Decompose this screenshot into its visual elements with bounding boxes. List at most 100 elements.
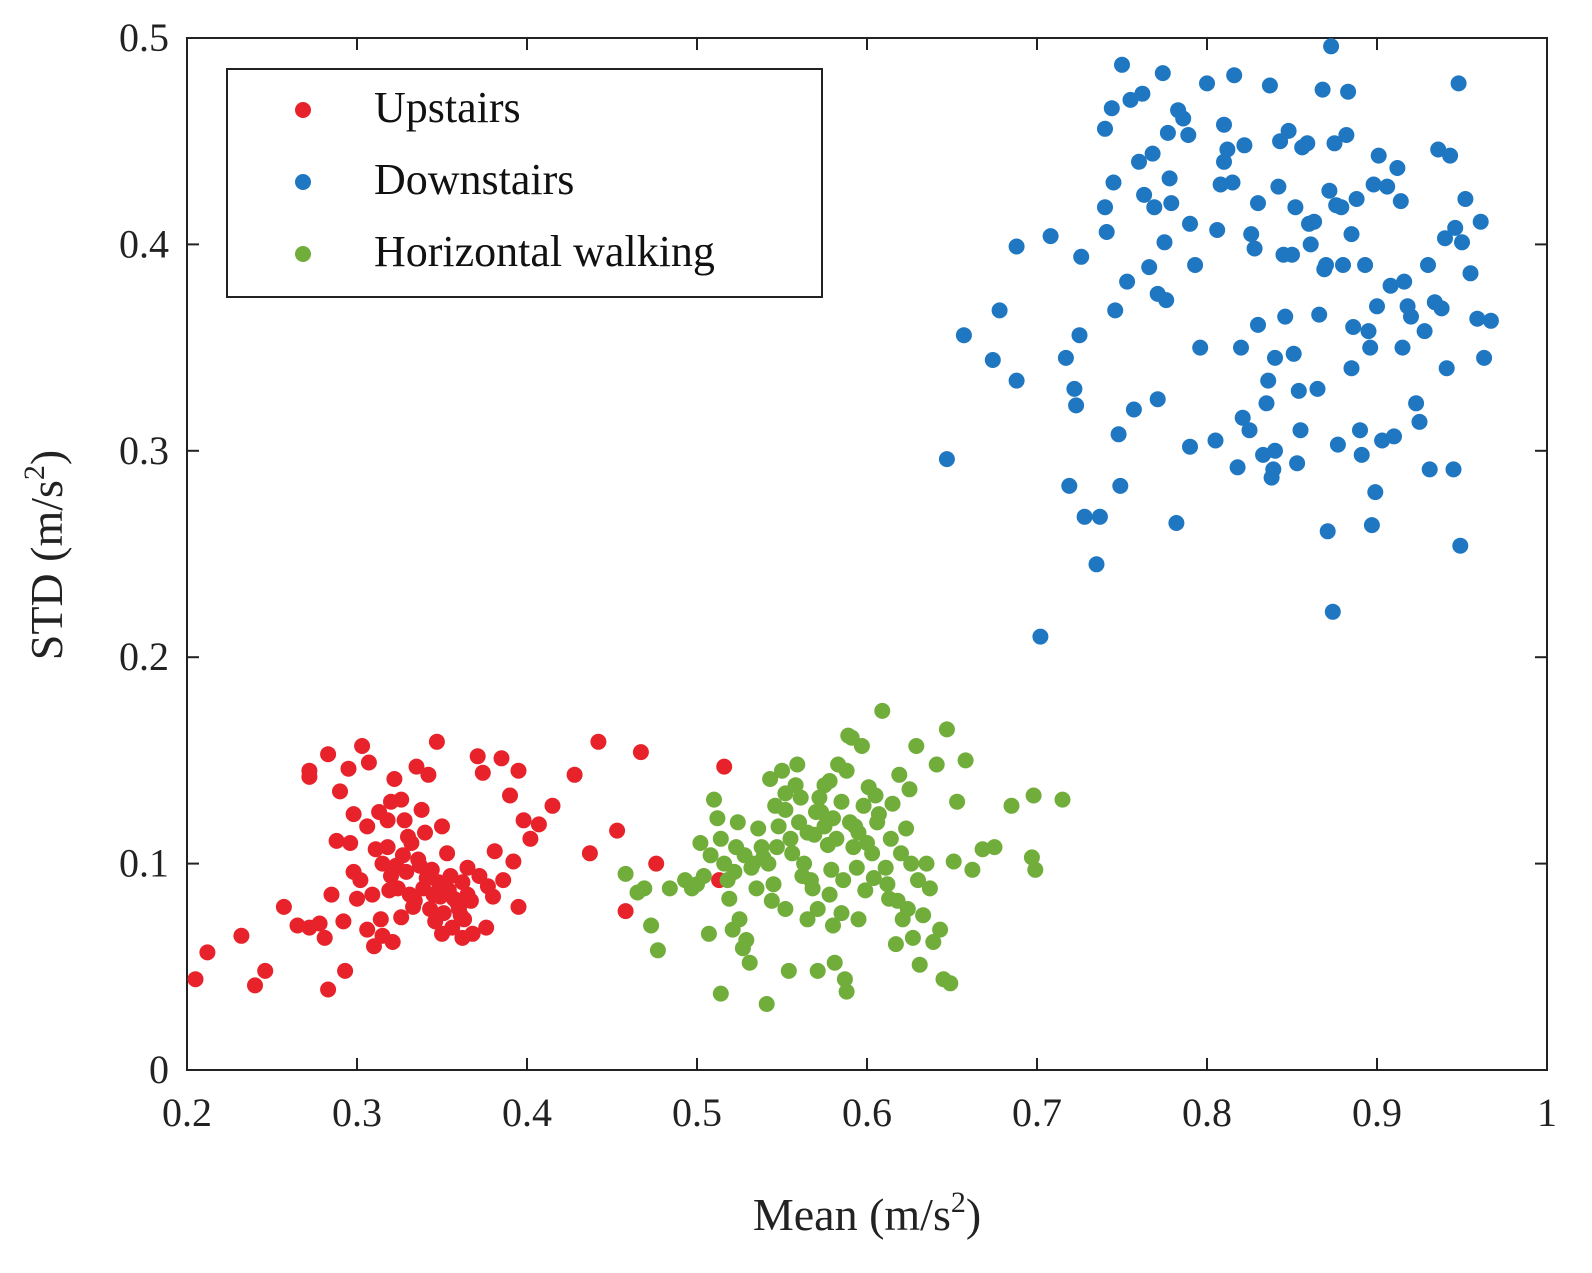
point-upstairs	[316, 929, 333, 946]
point-horizontal-walking	[823, 861, 840, 878]
point-downstairs	[1353, 446, 1370, 463]
point-downstairs	[1136, 186, 1153, 203]
point-downstairs	[1452, 537, 1469, 554]
point-horizontal-walking	[643, 917, 660, 934]
point-horizontal-walking	[712, 830, 729, 847]
point-upstairs	[434, 925, 450, 942]
point-upstairs	[479, 878, 496, 895]
y-tick-label: 0.5	[119, 15, 169, 60]
point-upstairs	[434, 818, 450, 835]
point-horizontal-walking	[932, 921, 949, 938]
point-horizontal-walking	[855, 797, 872, 814]
point-upstairs	[413, 801, 430, 818]
point-upstairs	[403, 835, 420, 851]
series-upstairs	[187, 733, 733, 998]
point-downstairs	[1216, 153, 1232, 170]
point-upstairs	[257, 962, 274, 979]
point-downstairs	[1362, 339, 1379, 356]
point-downstairs	[1224, 174, 1241, 191]
point-downstairs	[1250, 195, 1266, 212]
point-downstairs	[1421, 461, 1438, 478]
point-downstairs	[1311, 306, 1328, 323]
point-upstairs	[617, 903, 634, 920]
point-downstairs	[1321, 182, 1338, 199]
legend-box	[226, 68, 823, 298]
point-horizontal-walking	[857, 882, 874, 899]
point-horizontal-walking	[808, 804, 824, 820]
point-upstairs	[332, 783, 348, 800]
legend-label-upstairs: Upstairs	[374, 83, 521, 132]
point-downstairs	[1207, 432, 1224, 449]
point-downstairs	[1360, 323, 1377, 340]
point-downstairs	[1416, 323, 1433, 340]
point-horizontal-walking	[828, 830, 845, 847]
point-horizontal-walking	[617, 865, 634, 882]
point-downstairs	[1122, 91, 1139, 108]
point-downstairs	[1119, 273, 1136, 290]
point-horizontal-walking	[945, 853, 962, 870]
point-horizontal-walking	[768, 839, 785, 856]
point-downstairs	[1199, 75, 1215, 92]
legend-marker-horizontal-walking	[295, 246, 311, 262]
point-upstairs	[199, 944, 216, 961]
point-downstairs	[1450, 75, 1467, 92]
y-tick-label: 0.3	[119, 428, 169, 473]
point-downstairs	[1301, 215, 1317, 232]
y-tick-label: 0.1	[119, 841, 169, 886]
point-downstairs	[1457, 191, 1474, 207]
point-upstairs	[478, 919, 495, 936]
point-downstairs	[1154, 65, 1171, 82]
point-downstairs	[1134, 85, 1151, 102]
point-downstairs	[1161, 170, 1178, 187]
point-downstairs	[1156, 234, 1173, 251]
point-downstairs	[991, 302, 1008, 319]
point-downstairs	[1141, 259, 1158, 276]
point-downstairs	[1182, 215, 1198, 232]
point-horizontal-walking	[833, 793, 850, 810]
point-horizontal-walking	[738, 932, 755, 948]
point-horizontal-walking	[731, 911, 748, 928]
point-horizontal-walking	[792, 789, 809, 806]
point-horizontal-walking	[957, 752, 974, 769]
x-tick-label: 0.4	[502, 1090, 552, 1135]
point-upstairs	[301, 768, 318, 785]
point-upstairs	[505, 853, 522, 870]
point-downstairs	[1008, 372, 1025, 389]
point-downstairs	[1370, 147, 1387, 164]
x-axis-title: Mean (m/s2)	[753, 1186, 981, 1240]
point-upstairs	[388, 857, 405, 874]
point-downstairs	[1340, 83, 1357, 100]
point-downstairs	[1068, 397, 1085, 414]
point-downstairs	[1445, 461, 1462, 478]
point-horizontal-walking	[877, 859, 894, 876]
point-horizontal-walking	[938, 721, 955, 738]
point-horizontal-walking	[1023, 849, 1040, 866]
point-downstairs	[1032, 628, 1049, 645]
point-downstairs	[1187, 257, 1204, 273]
point-downstairs	[1438, 360, 1455, 377]
x-tick-label: 1	[1537, 1090, 1557, 1135]
point-downstairs	[1088, 556, 1105, 573]
point-upstairs	[340, 760, 357, 777]
point-upstairs	[374, 855, 391, 872]
point-upstairs	[359, 921, 376, 938]
legend-label-downstairs: Downstairs	[374, 155, 574, 204]
point-downstairs	[1482, 312, 1499, 329]
x-tick-label: 0.6	[842, 1090, 892, 1135]
y-tick-label: 0.4	[119, 221, 169, 266]
axis-ticks: 0.2 0.3 0.4 0.5 0.6 0.7 0.8 0.9 1 0 0.1 0.2 0.3 0.4 0.…	[119, 15, 1557, 1135]
point-horizontal-walking	[765, 876, 782, 893]
legend: Upstairs Downstairs Horizontal walking	[226, 68, 823, 298]
point-downstairs	[1180, 127, 1197, 143]
y-axis-title: STD (m/s2)	[18, 450, 72, 661]
point-upstairs	[530, 816, 547, 833]
legend-marker-downstairs	[295, 174, 311, 190]
point-horizontal-walking	[821, 886, 838, 903]
point-downstairs	[1277, 308, 1294, 325]
point-downstairs	[1192, 339, 1209, 356]
point-downstairs	[1345, 319, 1362, 335]
point-downstairs	[1182, 438, 1198, 455]
point-upstairs	[364, 886, 381, 903]
point-upstairs	[337, 962, 354, 979]
point-downstairs	[1292, 422, 1309, 439]
